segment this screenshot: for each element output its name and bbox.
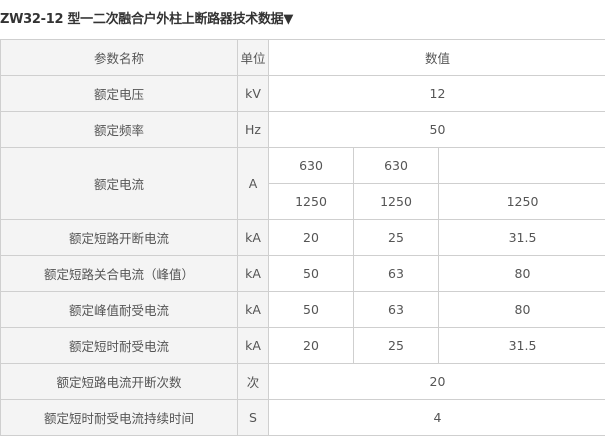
value-cell: 4 bbox=[268, 399, 605, 436]
unit-cell: 次 bbox=[237, 363, 269, 400]
value-cell: 63 bbox=[353, 291, 439, 328]
unit-cell: kA bbox=[237, 255, 269, 292]
table-row: 额定短路开断电流 kA 20 25 31.5 bbox=[0, 219, 605, 256]
value-cell: 80 bbox=[438, 291, 605, 328]
param-cell: 额定短路电流开断次数 bbox=[0, 363, 238, 400]
value-cell: 25 bbox=[353, 327, 439, 364]
param-cell: 额定峰值耐受电流 bbox=[0, 291, 238, 328]
value-cell: 630 bbox=[268, 147, 354, 184]
table-row: 额定电流 A 630 630 bbox=[0, 147, 605, 220]
value-cell: 50 bbox=[268, 111, 605, 148]
header-param: 参数名称 bbox=[0, 39, 238, 76]
param-cell: 额定短路关合电流（峰值） bbox=[0, 255, 238, 292]
unit-cell: kA bbox=[237, 219, 269, 256]
unit-cell: kV bbox=[237, 75, 269, 112]
header-value: 数值 bbox=[268, 39, 605, 76]
table-row: 额定频率 Hz 50 bbox=[0, 111, 605, 148]
value-cell: 20 bbox=[268, 363, 605, 400]
unit-cell: A bbox=[237, 147, 269, 220]
tech-data-table: 参数名称 单位 数值 额定电压 kV 12 额定频率 Hz 50 额定电流 A … bbox=[0, 39, 605, 436]
value-cell bbox=[438, 147, 605, 184]
value-cell: 1250 bbox=[438, 183, 605, 220]
param-cell: 额定电压 bbox=[0, 75, 238, 112]
value-cell: 80 bbox=[438, 255, 605, 292]
page-title: ZW32-12 型一二次融合户外柱上断路器技术数据▼ bbox=[0, 12, 294, 27]
value-cell: 50 bbox=[268, 255, 354, 292]
value-cell: 25 bbox=[353, 219, 439, 256]
param-cell: 额定电流 bbox=[0, 147, 238, 220]
value-cell: 63 bbox=[353, 255, 439, 292]
table-row: 额定短路关合电流（峰值） kA 50 63 80 bbox=[0, 255, 605, 292]
value-cell: 1250 bbox=[268, 183, 354, 220]
param-cell: 额定短时耐受电流 bbox=[0, 327, 238, 364]
value-cell: 20 bbox=[268, 327, 354, 364]
table-row: 额定短时耐受电流持续时间 S 4 bbox=[0, 399, 605, 436]
param-cell: 额定频率 bbox=[0, 111, 238, 148]
value-cell: 12 bbox=[268, 75, 605, 112]
value-cell: 31.5 bbox=[438, 327, 605, 364]
value-cell: 630 bbox=[353, 147, 439, 184]
table-row: 额定峰值耐受电流 kA 50 63 80 bbox=[0, 291, 605, 328]
value-cell: 1250 bbox=[353, 183, 439, 220]
param-cell: 额定短路开断电流 bbox=[0, 219, 238, 256]
value-cell: 20 bbox=[268, 219, 354, 256]
unit-cell: kA bbox=[237, 327, 269, 364]
table-row: 额定电压 kV 12 bbox=[0, 75, 605, 112]
unit-cell: Hz bbox=[237, 111, 269, 148]
param-cell: 额定短时耐受电流持续时间 bbox=[0, 399, 238, 436]
value-cell: 31.5 bbox=[438, 219, 605, 256]
header-unit: 单位 bbox=[237, 39, 269, 76]
table-row: 额定短时耐受电流 kA 20 25 31.5 bbox=[0, 327, 605, 364]
unit-cell: kA bbox=[237, 291, 269, 328]
table-row: 额定短路电流开断次数 次 20 bbox=[0, 363, 605, 400]
unit-cell: S bbox=[237, 399, 269, 436]
value-cell: 50 bbox=[268, 291, 354, 328]
table-header-row: 参数名称 单位 数值 bbox=[0, 39, 605, 76]
